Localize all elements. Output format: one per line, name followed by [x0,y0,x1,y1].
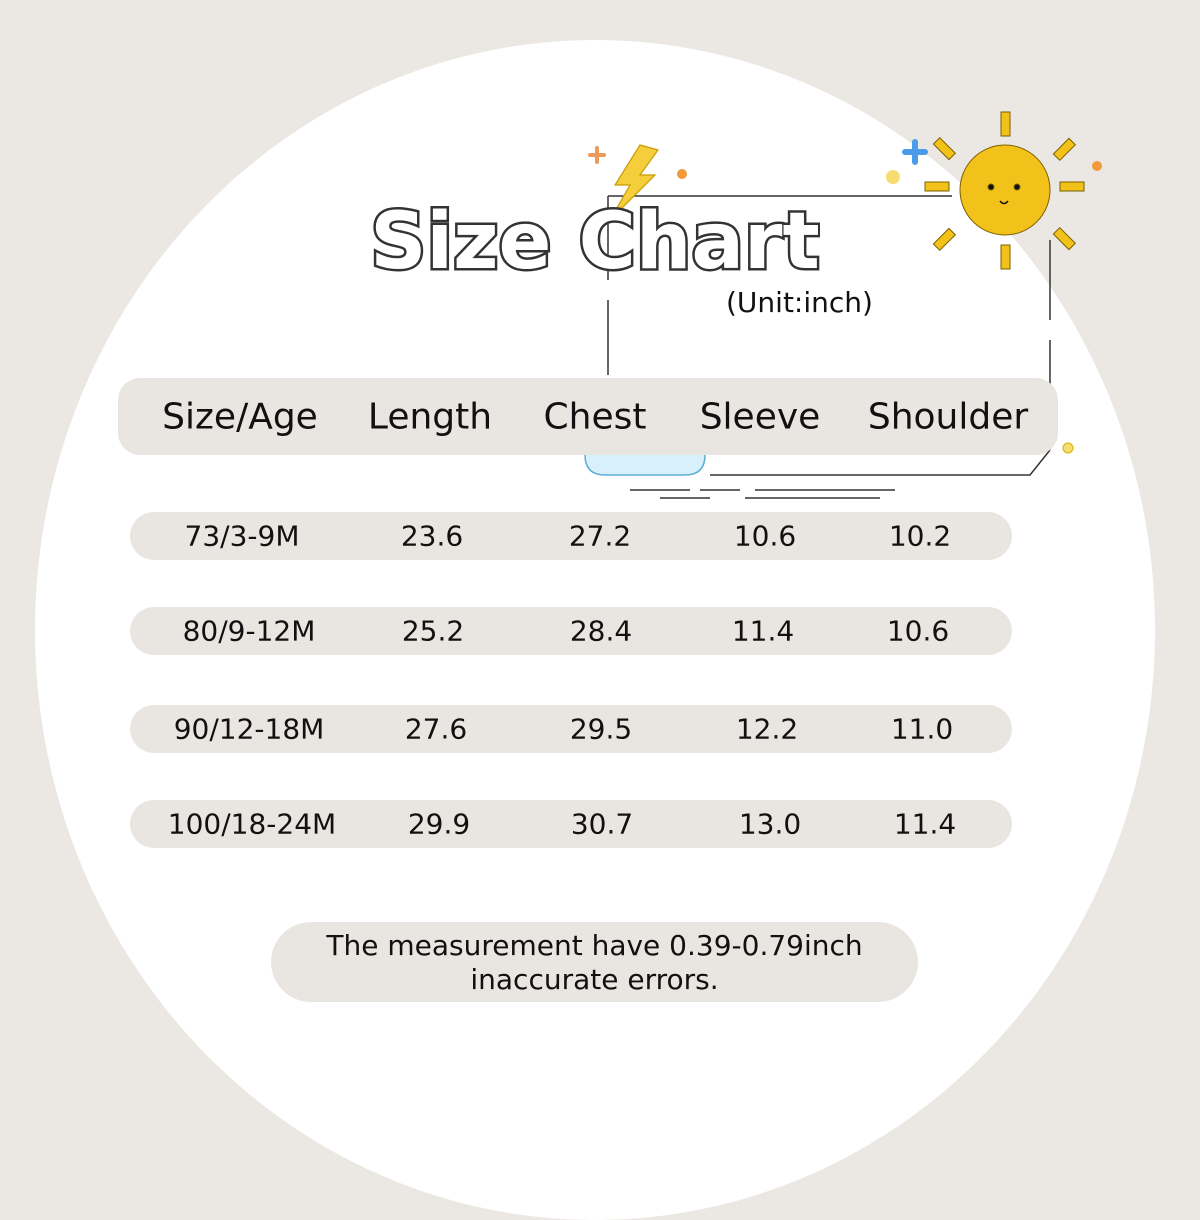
cell-length: 25.2 [401,614,465,648]
dot-icon [1092,161,1102,171]
table-row: 100/18-24M 29.9 30.7 13.0 11.4 [130,800,1012,848]
ground-lines [630,489,895,499]
header-sleeve: Sleeve [699,396,821,437]
cell-sleeve: 11.4 [731,614,795,648]
header-chest: Chest [543,396,647,437]
table-row: 90/12-18M 27.6 29.5 12.2 11.0 [130,705,1012,753]
lightning-icon [609,144,659,221]
header-length: Length [367,396,493,437]
cloud-icon [584,454,706,476]
cell-shoulder: 10.6 [886,614,950,648]
dot-icon [886,170,900,184]
cell-length: 27.6 [404,712,468,746]
table-row: 80/9-12M 25.2 28.4 11.4 10.6 [130,607,1012,655]
cell-sleeve: 10.6 [733,519,797,553]
cell-sleeve: 12.2 [735,712,799,746]
header-size-age: Size/Age [162,396,318,437]
cell-chest: 29.5 [569,712,633,746]
measurement-note: The measurement have 0.39-0.79inch inacc… [271,922,918,1002]
cell-size: 100/18-24M [167,807,337,841]
frame-lines [607,195,1051,476]
sun-icon [924,111,1085,270]
cell-size: 73/3-9M [184,519,300,553]
cell-length: 29.9 [407,807,471,841]
dot-icon [1062,442,1074,454]
table-header: Size/Age Length Chest Sleeve Shoulder [118,378,1058,455]
cell-shoulder: 11.4 [893,807,957,841]
sparkle-icon [588,146,606,164]
dot-icon [677,169,687,179]
note-line-1: The measurement have 0.39-0.79inch [326,929,863,962]
cell-length: 23.6 [400,519,464,553]
svg-text:Size Chart: Size Chart [370,197,820,287]
unit-label: (Unit:inch) [726,286,873,319]
note-line-2: inaccurate errors. [470,963,719,996]
cell-chest: 27.2 [568,519,632,553]
cell-size: 80/9-12M [182,614,316,648]
cell-size: 90/12-18M [173,712,325,746]
sparkle-icon [902,139,928,165]
cell-chest: 28.4 [569,614,633,648]
cell-chest: 30.7 [570,807,634,841]
table-row: 73/3-9M 23.6 27.2 10.6 10.2 [130,512,1012,560]
page-title: Size Chart [370,195,820,290]
cell-shoulder: 10.2 [888,519,952,553]
cell-shoulder: 11.0 [890,712,954,746]
decoration-illustration [584,111,1102,499]
cell-sleeve: 13.0 [738,807,802,841]
header-shoulder: Shoulder [867,396,1029,437]
